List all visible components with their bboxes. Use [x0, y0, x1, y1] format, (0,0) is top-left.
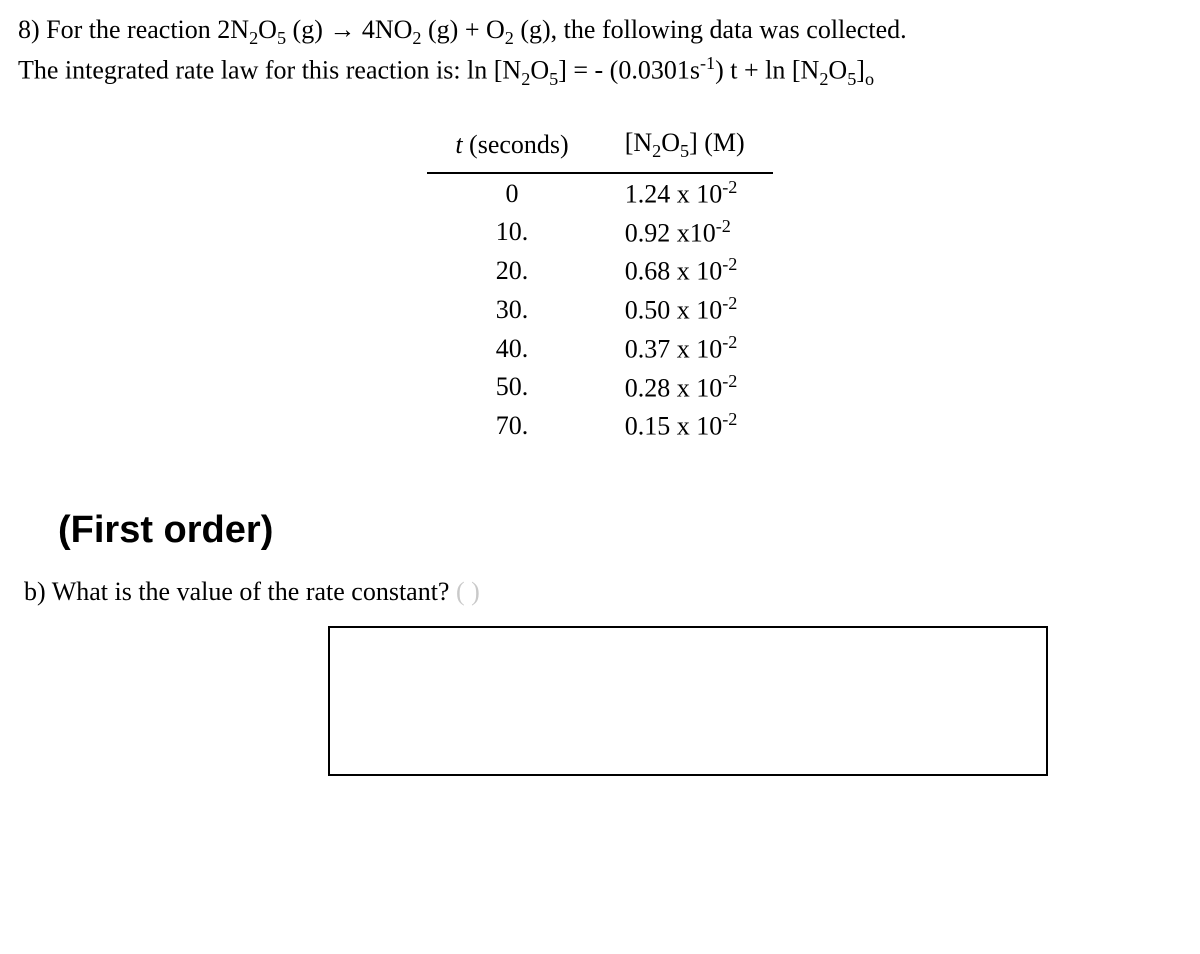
q-line1-e: (g), the following data was collected. — [514, 15, 907, 44]
cell-c-prefix: 0.28 x 10 — [625, 373, 723, 402]
q-line2-f: ] — [856, 55, 865, 84]
q-line2-e: O — [828, 55, 847, 84]
q-line1-d: (g) + O — [422, 15, 505, 44]
cell-c-prefix: 0.50 x 10 — [625, 296, 723, 325]
cell-c-prefix: 0.15 x 10 — [625, 412, 723, 441]
first-order-label: (First order) — [58, 505, 1182, 556]
header-time: t (seconds) — [427, 119, 596, 173]
cell-c: 1.24 x 10-2 — [597, 173, 773, 213]
cell-c: 0.92 x10-2 — [597, 213, 773, 252]
cell-c: 0.15 x 10-2 — [597, 406, 773, 445]
part-b-hint: ( ) — [456, 577, 480, 606]
cell-c-exp: -2 — [716, 216, 731, 236]
q-line2-b: O — [530, 55, 549, 84]
answer-box[interactable] — [328, 626, 1048, 776]
cell-t: 50. — [427, 368, 596, 407]
cell-c: 0.50 x 10-2 — [597, 290, 773, 329]
sub-2c: 2 — [505, 28, 514, 48]
q-line2-c: ] = - (0.0301s — [558, 55, 700, 84]
q-line1-c: (g) → 4NO — [286, 15, 412, 44]
sub-o: o — [865, 69, 874, 89]
sub-2d: 2 — [521, 69, 530, 89]
table-row: 50. 0.28 x 10-2 — [427, 368, 772, 407]
part-b-text: b) What is the value of the rate constan… — [24, 574, 1182, 609]
table-header-row: t (seconds) [N2O5] (M) — [427, 119, 772, 173]
cell-c-exp: -2 — [722, 293, 737, 313]
sub-5: 5 — [277, 28, 286, 48]
q-line1-a: For the reaction 2N — [46, 15, 249, 44]
q-line1-b: O — [258, 15, 277, 44]
table-row: 70. 0.15 x 10-2 — [427, 406, 772, 445]
cell-c-exp: -2 — [722, 254, 737, 274]
table-row: 30. 0.50 x 10-2 — [427, 290, 772, 329]
hc-a: [N — [625, 128, 652, 157]
cell-t: 30. — [427, 290, 596, 329]
part-b-label: b) What is the value of the rate constan… — [24, 577, 456, 606]
table-row: 10. 0.92 x10-2 — [427, 213, 772, 252]
question-number: 8) — [18, 15, 40, 44]
cell-c-exp: -2 — [722, 371, 737, 391]
cell-c: 0.68 x 10-2 — [597, 251, 773, 290]
q-line2-a: The integrated rate law for this reactio… — [18, 55, 521, 84]
sub-2: 2 — [249, 28, 258, 48]
cell-c: 0.37 x 10-2 — [597, 329, 773, 368]
cell-c-prefix: 0.37 x 10 — [625, 335, 723, 364]
cell-c-prefix: 0.68 x 10 — [625, 257, 723, 286]
cell-c-exp: -2 — [722, 177, 737, 197]
question-text: 8) For the reaction 2N2O5 (g) → 4NO2 (g)… — [18, 12, 1182, 91]
cell-t: 10. — [427, 213, 596, 252]
table-row: 0 1.24 x 10-2 — [427, 173, 772, 213]
hc-sub2: 2 — [652, 141, 661, 161]
table-row: 40. 0.37 x 10-2 — [427, 329, 772, 368]
cell-t: 0 — [427, 173, 596, 213]
sub-2b: 2 — [412, 28, 421, 48]
cell-c-prefix: 1.24 x 10 — [625, 180, 723, 209]
hc-c: ] (M) — [689, 128, 745, 157]
sup-neg1: -1 — [700, 53, 715, 73]
sub-5c: 5 — [847, 69, 856, 89]
cell-t: 20. — [427, 251, 596, 290]
table-row: 20. 0.68 x 10-2 — [427, 251, 772, 290]
hc-b: O — [661, 128, 680, 157]
cell-c: 0.28 x 10-2 — [597, 368, 773, 407]
cell-t: 70. — [427, 406, 596, 445]
cell-c-prefix: 0.92 x10 — [625, 218, 716, 247]
cell-t: 40. — [427, 329, 596, 368]
q-line2-d: ) t + ln [N — [715, 55, 819, 84]
data-table-container: t (seconds) [N2O5] (M) 0 1.24 x 10-2 10.… — [18, 119, 1182, 445]
header-t-italic: t — [455, 130, 462, 159]
header-t-rest: (seconds) — [463, 130, 569, 159]
hc-sub5: 5 — [680, 141, 689, 161]
header-concentration: [N2O5] (M) — [597, 119, 773, 173]
data-table: t (seconds) [N2O5] (M) 0 1.24 x 10-2 10.… — [427, 119, 772, 445]
sub-5b: 5 — [549, 69, 558, 89]
cell-c-exp: -2 — [722, 332, 737, 352]
cell-c-exp: -2 — [722, 409, 737, 429]
